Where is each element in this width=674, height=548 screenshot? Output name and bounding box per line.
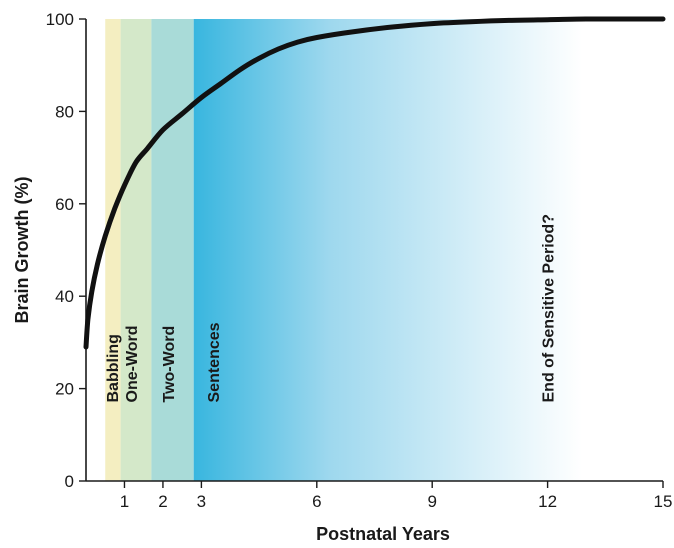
y-tick-label-80: 80: [55, 102, 74, 121]
growth-curve-group: [83, 16, 666, 350]
band-babbling: [105, 19, 121, 481]
x-tick-label-15: 15: [654, 492, 673, 511]
stage-label-sentences: Sentences: [206, 322, 223, 402]
y-tick-label-100: 100: [46, 10, 74, 29]
x-tick-label-12: 12: [538, 492, 557, 511]
y-tick-label-60: 60: [55, 195, 74, 214]
band-one-word: [120, 19, 152, 481]
stage-labels: Babbling One-Word Two-Word Sentences End of …: [105, 214, 557, 402]
growth-curve: [83, 16, 666, 350]
y-tick-label-0: 0: [65, 472, 74, 491]
stage-label-two-word: Two-Word: [161, 326, 178, 403]
stage-label-end-of-sensitive-period: End of Sensitive Period?: [541, 214, 558, 402]
x-tick-label-1: 1: [120, 492, 129, 511]
y-axis-title: Brain Growth (%): [12, 176, 32, 323]
stage-label-babbling: Babbling: [105, 334, 122, 402]
stage-bands: [105, 19, 583, 481]
x-tick-label-9: 9: [427, 492, 436, 511]
x-tick-label-6: 6: [312, 492, 321, 511]
stage-label-one-word: One-Word: [124, 325, 141, 402]
x-tick-label-3: 3: [197, 492, 206, 511]
band-sentences: [193, 19, 583, 481]
band-two-word: [151, 19, 194, 481]
y-tick-label-20: 20: [55, 380, 74, 399]
y-tick-label-40: 40: [55, 287, 74, 306]
x-axis-title: Postnatal Years: [316, 524, 450, 544]
x-tick-label-2: 2: [158, 492, 167, 511]
